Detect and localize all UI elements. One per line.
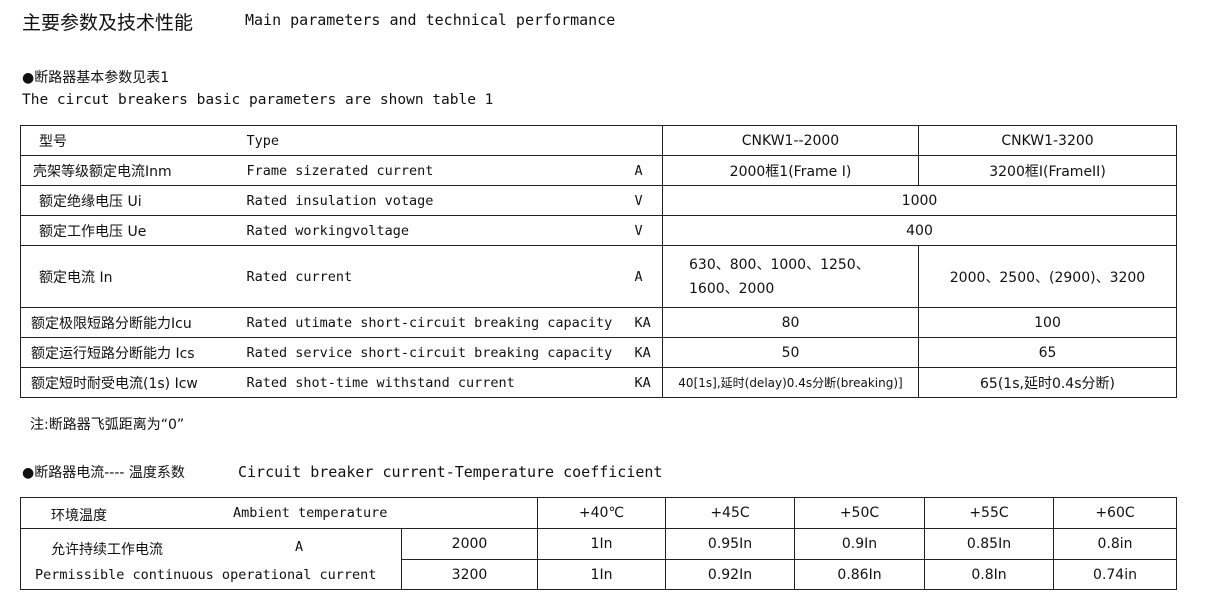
- coefficient: 0.85In: [924, 528, 1054, 560]
- row-unit: V: [634, 185, 663, 216]
- permissible-current-label: 允许持续工作电流 A Permissible continuous operat…: [20, 528, 402, 590]
- temp-60: +60C: [1053, 497, 1177, 529]
- value-3200: 2000、2500、(2900)、3200: [918, 245, 1177, 308]
- table-row: 允许持续工作电流 A Permissible continuous operat…: [20, 528, 1177, 590]
- coefficient: 0.95In: [665, 528, 795, 560]
- table-row: 额定短时耐受电流(1s) Icw Rated shot-time withsta…: [20, 367, 1177, 398]
- table-row: 环境温度 Ambient temperature +40℃ +45C +50C …: [20, 497, 1177, 529]
- value-2000-line2: 1600、2000: [689, 280, 775, 297]
- type-label-en: Type: [242, 125, 635, 156]
- temp-45: +45C: [665, 497, 795, 529]
- value-2000-line1: 630、800、1000、1250、: [689, 256, 870, 273]
- row-unit: A: [634, 155, 663, 186]
- coefficient: 0.9In: [794, 528, 925, 560]
- coefficient: 0.8in: [1053, 528, 1177, 560]
- row-label-en: Rated insulation votage: [242, 185, 635, 216]
- coefficient: 1In: [537, 559, 666, 590]
- type-label-zh: 型号: [20, 125, 243, 156]
- section1-title-zh: ●断路器基本参数见表1: [22, 70, 170, 86]
- temp-50: +50C: [794, 497, 925, 529]
- header-en: Ambient temperature: [233, 505, 388, 521]
- table-row: 壳架等级额定电流Inm Frame sizerated current A 20…: [20, 155, 1177, 186]
- table-row: 额定运行短路分断能力 Ics Rated service short-circu…: [20, 337, 1177, 368]
- coefficient: 1In: [537, 528, 666, 560]
- heading-en: Main parameters and technical performanc…: [245, 11, 616, 29]
- parameters-table: 型号 Type CNKW1--2000 CNKW1-3200 壳架等级额定电流I…: [20, 125, 1177, 398]
- temp-55: +55C: [924, 497, 1054, 529]
- value-3200: 100: [918, 307, 1177, 338]
- value-3200: 65: [918, 337, 1177, 368]
- coefficient: 0.92In: [665, 559, 795, 590]
- section2-title-en: Circuit breaker current-Temperature coef…: [238, 463, 663, 481]
- table-row: 额定绝缘电压 Ui Rated insulation votage V 1000: [20, 185, 1177, 216]
- row-label-zh: 额定电流 In: [20, 245, 243, 308]
- label-en: Permissible continuous operational curre…: [35, 567, 377, 583]
- coefficient: 0.74in: [1053, 559, 1177, 590]
- row-label-zh: 额定短时耐受电流(1s) Icw: [20, 367, 243, 398]
- value-shared: 1000: [662, 185, 1177, 216]
- value-2000: 40[1s],延时(delay)0.4s分断(breaking)]: [662, 367, 919, 398]
- row-label-en: Rated current: [242, 245, 635, 308]
- value-2000: 630、800、1000、1250、 1600、2000: [662, 245, 919, 308]
- value-2000: 80: [662, 307, 919, 338]
- row-unit: KA: [634, 337, 663, 368]
- row-label-en: Rated workingvoltage: [242, 215, 635, 246]
- row-label-zh: 额定运行短路分断能力 Ics: [20, 337, 243, 368]
- row-label-en: Rated service short-circuit breaking cap…: [242, 337, 635, 368]
- table-row: 额定极限短路分断能力Icu Rated utimate short-circui…: [20, 307, 1177, 338]
- row-label-zh: 额定绝缘电压 Ui: [20, 185, 243, 216]
- row-label-zh: 额定极限短路分断能力Icu: [20, 307, 243, 338]
- table-row: 型号 Type CNKW1--2000 CNKW1-3200: [20, 125, 1177, 156]
- row-unit: V: [634, 215, 663, 246]
- rating: 3200: [401, 559, 538, 590]
- row-label-zh: 额定工作电压 Ue: [20, 215, 243, 246]
- row-unit: KA: [634, 367, 663, 398]
- row-unit: KA: [634, 307, 663, 338]
- row-label-en: Rated utimate short-circuit breaking cap…: [242, 307, 635, 338]
- heading-zh: 主要参数及技术性能: [22, 12, 194, 34]
- label-zh: 允许持续工作电流: [51, 542, 163, 558]
- row-label-en: Rated shot-time withstand current: [242, 367, 635, 398]
- coefficient: 0.8In: [924, 559, 1054, 590]
- temperature-table: 环境温度 Ambient temperature +40℃ +45C +50C …: [20, 497, 1177, 590]
- model-3200: CNKW1-3200: [918, 125, 1177, 156]
- temp-40: +40℃: [537, 497, 666, 529]
- table-row: 额定电流 In Rated current A 630、800、1000、125…: [20, 245, 1177, 308]
- value-3200: 3200框I(FrameII): [918, 155, 1177, 186]
- note: 注:断路器飞弧距离为“0”: [30, 417, 185, 433]
- value-2000: 2000框1(Frame I): [662, 155, 919, 186]
- header-zh: 环境温度: [51, 508, 107, 524]
- section1-title-en: The circut breakers basic parameters are…: [22, 92, 494, 108]
- value-3200: 65(1s,延时0.4s分断): [918, 367, 1177, 398]
- rating: 2000: [401, 528, 538, 560]
- row-unit: A: [634, 245, 663, 308]
- ambient-temperature-header: 环境温度 Ambient temperature: [20, 497, 538, 529]
- row-label-en: Frame sizerated current: [242, 155, 635, 186]
- coefficient: 0.86In: [794, 559, 925, 590]
- model-2000: CNKW1--2000: [662, 125, 919, 156]
- section2-title-zh: ●断路器电流---- 温度系数: [22, 465, 185, 481]
- value-2000: 50: [662, 337, 919, 368]
- value-shared: 400: [662, 215, 1177, 246]
- label-unit: A: [295, 539, 304, 555]
- table-row: 额定工作电压 Ue Rated workingvoltage V 400: [20, 215, 1177, 246]
- table-row: 3200 1In 0.92In 0.86In 0.8In 0.74in: [21, 559, 1177, 590]
- row-label-zh: 壳架等级额定电流Inm: [20, 155, 243, 186]
